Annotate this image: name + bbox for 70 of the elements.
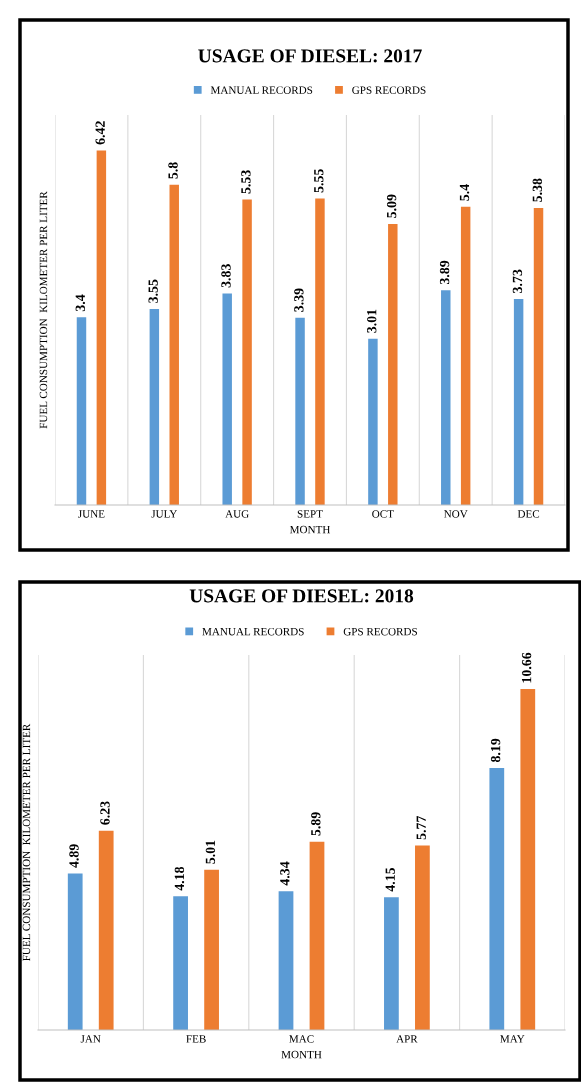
bar [384,897,399,1030]
x-axis-title: MONTH [289,525,331,534]
x-tick-label: FEB [186,1035,206,1043]
bar [76,317,87,505]
bar [149,308,160,505]
data-label: 5.38 [532,178,543,202]
data-label: 3.4 [75,294,86,312]
legend-label: MANUAL RECORDS [210,86,313,94]
bar [278,891,294,1030]
x-tick-label: JULY [151,510,178,518]
data-label: 5.77 [416,815,426,840]
x-tick-label: MAY [500,1035,525,1043]
bar [489,768,505,1030]
bar [368,338,378,505]
data-label: 5.53 [241,170,251,194]
x-tick-label: APR [396,1035,418,1043]
legend-label: GPS RECORDS [343,627,417,636]
x-tick-label: MAC [289,1035,314,1043]
bar [295,317,305,505]
chart-title: USAGE OF DIESEL: 2017 [198,49,422,63]
data-label: 3.39 [294,288,304,312]
data-label: 6.23 [100,801,110,825]
data-label: 4.34 [280,861,290,886]
data-label: 4.89 [69,844,79,868]
bar [460,206,471,505]
bar [242,199,252,505]
data-label: 5.01 [205,840,216,864]
data-label: 10.66 [521,652,532,683]
x-tick-label: SEPT [297,510,323,518]
x-tick-label: AUG [225,510,249,518]
data-label: 3.73 [512,269,523,293]
bar [309,841,325,1030]
data-label: 5.8 [168,162,178,179]
data-label: 3.89 [439,260,450,285]
legend-label: MANUAL RECORDS [202,627,304,636]
x-tick-label: DEC [517,510,540,518]
data-label: 4.15 [385,867,395,892]
x-tick-label: JAN [80,1035,101,1043]
data-label: 3.83 [221,264,231,288]
x-tick-label: OCT [372,510,394,518]
bar [204,869,219,1030]
x-tick-label: JUNE [78,510,105,518]
bar [441,290,451,505]
x-axis-title: MONTH [281,1050,322,1059]
data-label: 3.55 [148,279,158,303]
bar [98,830,114,1030]
bar [67,873,83,1030]
bar [222,293,232,505]
bar [533,207,544,505]
bar [513,299,524,505]
bar [415,845,430,1030]
data-label: 5.55 [314,169,324,193]
bar [96,150,107,505]
bar [388,223,398,505]
bar [315,198,325,505]
data-label: 5.89 [311,812,321,836]
legend-label: GPS RECORDS [352,86,426,94]
y-axis-title: FUEL CONSUMPTION KILOMETER PER LITER [22,723,31,961]
data-label: 5.4 [459,184,470,201]
y-axis-title: FUEL CONSUMPTION KILOMETER PER LITER [39,191,48,429]
data-label: 5.09 [386,194,397,218]
bar [520,689,536,1030]
chart-title: USAGE OF DIESEL: 2018 [189,589,414,603]
data-label: 4.18 [174,866,185,891]
bar [173,896,188,1030]
data-label: 3.01 [367,309,377,333]
data-label: 6.42 [95,121,105,145]
bar [169,184,179,505]
data-label: 8.19 [490,738,501,763]
x-tick-label: NOV [444,510,468,518]
